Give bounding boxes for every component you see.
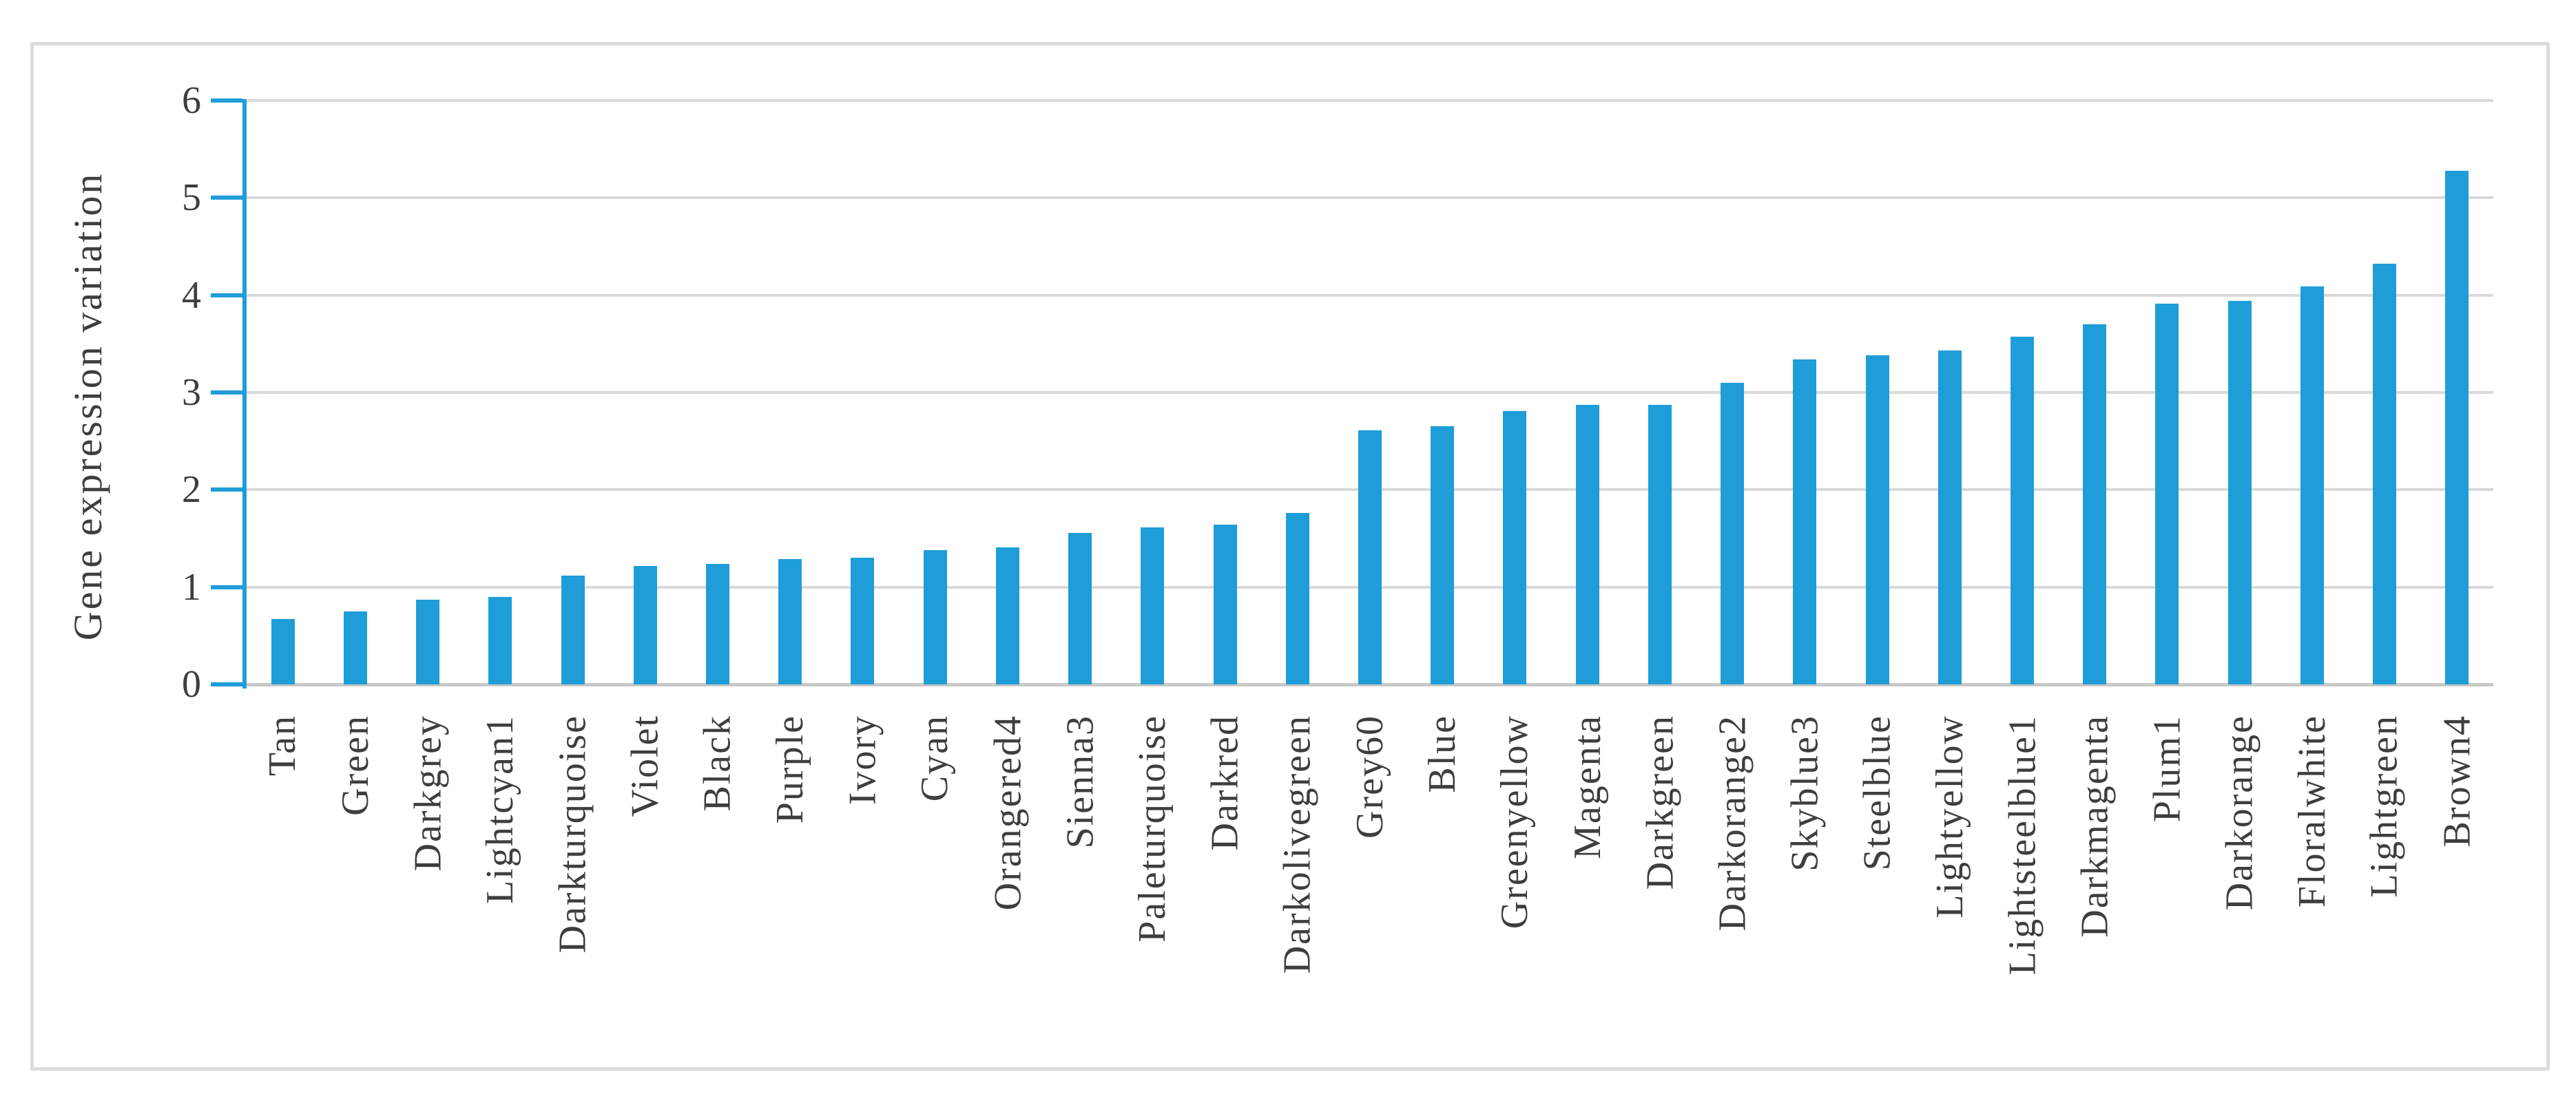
y-tick-label: 6 [182, 79, 201, 122]
gridline [247, 293, 2493, 297]
x-category-label: Lightgreen [2363, 715, 2407, 898]
x-category-label: Darkgreen [1638, 715, 1681, 890]
bar-magenta[interactable] [1575, 405, 1599, 684]
y-axis-tick-mark [211, 293, 242, 297]
y-axis-tick-mark [211, 390, 242, 395]
y-tick-label: 2 [182, 468, 201, 512]
bar-lightgreen[interactable] [2373, 264, 2397, 684]
x-category-label: Orangered4 [986, 715, 1029, 911]
bar-darkmagenta[interactable] [2083, 324, 2107, 684]
x-category-label: Darkorange [2218, 715, 2261, 911]
x-category-label: Skyblue3 [1783, 715, 1827, 872]
bar-greenyellow[interactable] [1503, 410, 1527, 684]
bar-brown4[interactable] [2445, 170, 2469, 684]
x-category-label: Magenta [1566, 715, 1609, 859]
x-category-label: Greenyellow [1493, 715, 1537, 929]
x-category-label: Paleturquoise [1131, 715, 1174, 943]
x-category-label: Floralwhite [2290, 715, 2334, 908]
y-tick-label: 0 [182, 663, 201, 706]
y-axis-line [242, 99, 247, 689]
x-category-label: Darkmagenta [2073, 715, 2117, 938]
y-tick-label: 5 [182, 176, 201, 220]
x-category-label: Brown4 [2435, 715, 2479, 848]
bar-darkolivegreen[interactable] [1285, 513, 1309, 684]
y-axis-tick-mark [211, 487, 242, 492]
gridline [247, 196, 2493, 200]
x-category-label: Lightyellow [1928, 715, 1971, 918]
x-category-label: Darkred [1203, 715, 1247, 851]
gridline [247, 99, 2493, 102]
bar-floralwhite[interactable] [2300, 286, 2324, 684]
x-category-label: Darkgrey [406, 715, 450, 872]
x-category-label: Violet [623, 715, 667, 817]
bar-purple[interactable] [778, 558, 802, 684]
bar-darkturquoise[interactable] [561, 575, 585, 684]
chart-border [30, 42, 2550, 1071]
bar-lightsteelblue1[interactable] [2011, 337, 2035, 684]
y-tick-label: 3 [182, 371, 201, 414]
y-axis-tick-mark [211, 98, 242, 103]
x-category-label: Darkolivegreen [1276, 715, 1319, 974]
bar-lightyellow[interactable] [1938, 350, 1962, 684]
x-category-label: Tan [261, 715, 304, 777]
x-axis-baseline [247, 683, 2493, 686]
x-category-label: Darkorange2 [1711, 715, 1754, 932]
y-tick-label: 1 [182, 565, 201, 609]
x-category-label: Cyan [913, 715, 957, 802]
bar-violet[interactable] [633, 565, 657, 684]
bar-sienna3[interactable] [1068, 532, 1092, 684]
x-category-label: Lightsteelblue1 [2001, 715, 2044, 976]
bar-skyblue3[interactable] [1793, 359, 1817, 684]
bar-paleturquoise[interactable] [1141, 527, 1165, 684]
bar-darkgreen[interactable] [1648, 405, 1672, 684]
x-category-label: Darkturquoise [551, 715, 594, 954]
bar-steelblue[interactable] [1865, 355, 1889, 684]
x-category-label: Steelblue [1856, 715, 1899, 871]
x-category-label: Purple [769, 715, 812, 824]
x-category-label: Green [333, 715, 377, 816]
bar-tan[interactable] [271, 619, 295, 684]
y-axis-tick-mark [211, 682, 242, 686]
bar-grey60[interactable] [1358, 430, 1382, 684]
bar-darkgrey[interactable] [416, 600, 440, 684]
bar-green[interactable] [343, 611, 367, 684]
gridline [247, 391, 2493, 394]
bar-plum1[interactable] [2155, 304, 2179, 684]
x-category-label: Ivory [841, 715, 884, 806]
bar-darkorange[interactable] [2227, 301, 2252, 684]
x-category-label: Sienna3 [1059, 715, 1102, 849]
bar-cyan[interactable] [923, 549, 947, 684]
y-axis-tick-mark [211, 196, 242, 200]
bar-darkorange2[interactable] [1721, 382, 1745, 684]
x-category-label: Lightcyan1 [479, 715, 522, 905]
x-category-label: Black [696, 715, 739, 812]
bar-lightcyan1[interactable] [488, 596, 512, 684]
y-tick-label: 4 [182, 273, 201, 317]
bar-ivory[interactable] [851, 558, 875, 684]
x-category-label: Grey60 [1349, 715, 1391, 839]
x-category-label: Plum1 [2146, 715, 2189, 823]
y-axis-tick-mark [211, 585, 242, 589]
bar-darkred[interactable] [1213, 525, 1237, 684]
bar-black[interactable] [705, 563, 729, 684]
x-category-label: Blue [1421, 715, 1464, 793]
bar-orangered4[interactable] [995, 547, 1019, 684]
bar-blue[interactable] [1431, 426, 1455, 684]
